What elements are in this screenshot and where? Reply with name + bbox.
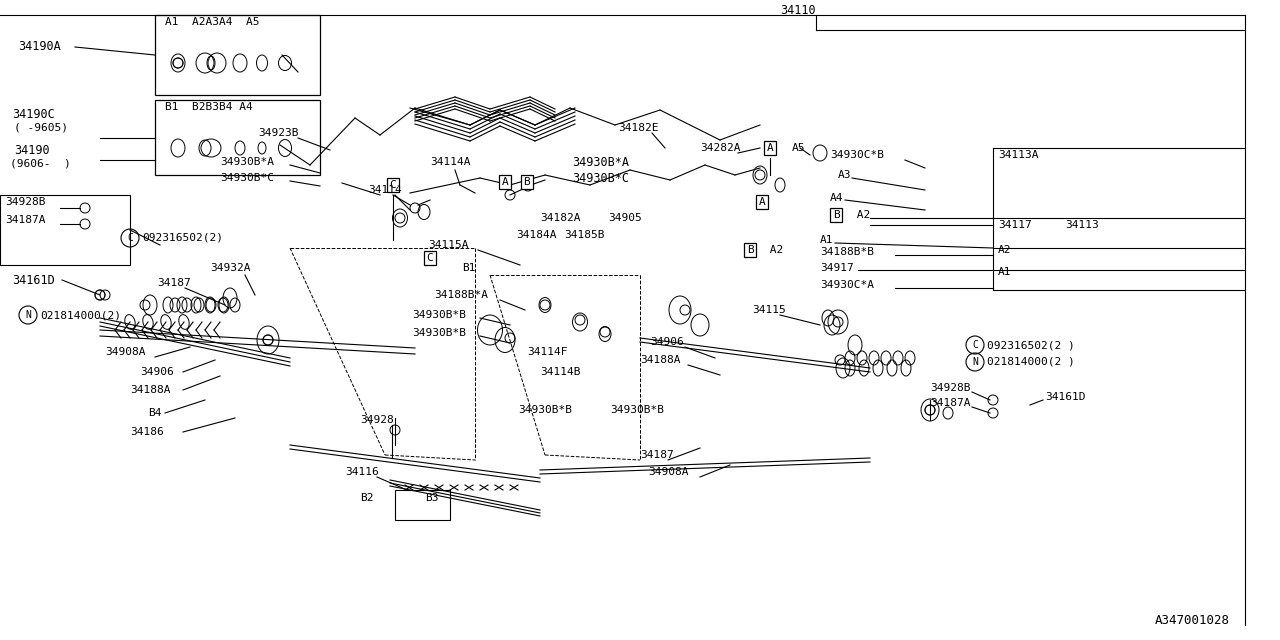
Bar (0, 195, 131, 265)
Text: A2: A2 (998, 245, 1011, 255)
Text: 34930B*B: 34930B*B (518, 405, 572, 415)
Text: C: C (426, 253, 434, 263)
Text: 34115A: 34115A (428, 240, 468, 250)
Text: 34188A: 34188A (131, 385, 170, 395)
Text: 34190C: 34190C (12, 109, 55, 122)
Bar (396, 490, 451, 520)
Text: 34188B*B: 34188B*B (820, 247, 874, 257)
Text: A1: A1 (820, 235, 833, 245)
Bar (155, 100, 320, 175)
Text: 34282A: 34282A (700, 143, 741, 153)
Text: 34908A: 34908A (648, 467, 689, 477)
Text: 34917: 34917 (820, 263, 854, 273)
Text: 34930C*B: 34930C*B (829, 150, 884, 160)
Text: 34930B*C: 34930B*C (572, 172, 628, 184)
Text: 34932A: 34932A (210, 263, 251, 273)
Text: 021814000(2): 021814000(2) (40, 310, 122, 320)
Bar (155, 15, 320, 95)
Text: 34161D: 34161D (12, 273, 55, 287)
Text: 34930B*B: 34930B*B (412, 310, 466, 320)
Text: 34161D: 34161D (1044, 392, 1085, 402)
Text: A1: A1 (998, 267, 1011, 277)
Text: 021814000(2 ): 021814000(2 ) (987, 357, 1075, 367)
Text: ( -9605): ( -9605) (14, 123, 68, 133)
Text: 34923B: 34923B (259, 128, 298, 138)
Text: 34930B*A: 34930B*A (572, 156, 628, 168)
Text: 34187: 34187 (640, 450, 673, 460)
Text: 34930B*B: 34930B*B (412, 328, 466, 338)
Text: 34116: 34116 (346, 467, 379, 477)
Text: 34190: 34190 (14, 143, 50, 157)
Text: 34110: 34110 (780, 3, 815, 17)
Text: 34188B*A: 34188B*A (434, 290, 488, 300)
Text: B1: B1 (462, 263, 475, 273)
Text: 092316502(2 ): 092316502(2 ) (987, 340, 1075, 350)
Text: B: B (524, 177, 530, 187)
Text: 34182A: 34182A (540, 213, 581, 223)
Text: C: C (127, 233, 133, 243)
Text: A3: A3 (838, 170, 851, 180)
Text: 34117: 34117 (998, 220, 1032, 230)
Text: C: C (972, 340, 978, 350)
Text: 34114B: 34114B (540, 367, 581, 377)
Text: 34185B: 34185B (564, 230, 604, 240)
Text: N: N (972, 357, 978, 367)
Text: B3: B3 (425, 493, 439, 503)
Text: 34930B*B: 34930B*B (611, 405, 664, 415)
Text: A: A (767, 143, 773, 153)
Text: A4: A4 (829, 193, 844, 203)
Text: 34182E: 34182E (618, 123, 658, 133)
Text: B4: B4 (148, 408, 161, 418)
Text: B2: B2 (360, 493, 374, 503)
Text: 34114A: 34114A (430, 157, 471, 167)
Text: 34928: 34928 (360, 415, 394, 425)
Text: 34113: 34113 (1065, 220, 1098, 230)
Text: A5: A5 (792, 143, 805, 153)
Text: 34187: 34187 (157, 278, 191, 288)
Text: 34113A: 34113A (998, 150, 1038, 160)
Text: 34115: 34115 (753, 305, 786, 315)
Text: 34928B: 34928B (5, 197, 46, 207)
Text: 34930B*C: 34930B*C (220, 173, 274, 183)
Text: 34930B*A: 34930B*A (220, 157, 274, 167)
Text: 34187A: 34187A (931, 398, 970, 408)
Text: 34930C*A: 34930C*A (820, 280, 874, 290)
Text: 092316502(2): 092316502(2) (142, 233, 223, 243)
Text: 34906: 34906 (650, 337, 684, 347)
Text: A: A (759, 197, 765, 207)
Text: 34190A: 34190A (18, 40, 60, 54)
Text: A1  A2A3A4  A5: A1 A2A3A4 A5 (165, 17, 260, 27)
Text: 34188A: 34188A (640, 355, 681, 365)
Text: N: N (26, 310, 31, 320)
Text: B: B (832, 210, 840, 220)
Text: 34187A: 34187A (5, 215, 46, 225)
Text: 34186: 34186 (131, 427, 164, 437)
Text: 34114F: 34114F (527, 347, 567, 357)
Text: A347001028: A347001028 (1155, 614, 1230, 627)
Text: 34906: 34906 (140, 367, 174, 377)
Text: 34908A: 34908A (105, 347, 146, 357)
Text: C: C (389, 180, 397, 190)
Text: A2: A2 (850, 210, 870, 220)
Text: 34928B: 34928B (931, 383, 970, 393)
Text: A2: A2 (763, 245, 783, 255)
Text: (9606-  ): (9606- ) (10, 158, 70, 168)
Text: A: A (502, 177, 508, 187)
Text: B1  B2B3B4 A4: B1 B2B3B4 A4 (165, 102, 252, 112)
Text: B: B (746, 245, 754, 255)
Text: 34905: 34905 (608, 213, 641, 223)
Text: 34114: 34114 (369, 185, 402, 195)
Text: 34184A: 34184A (516, 230, 557, 240)
